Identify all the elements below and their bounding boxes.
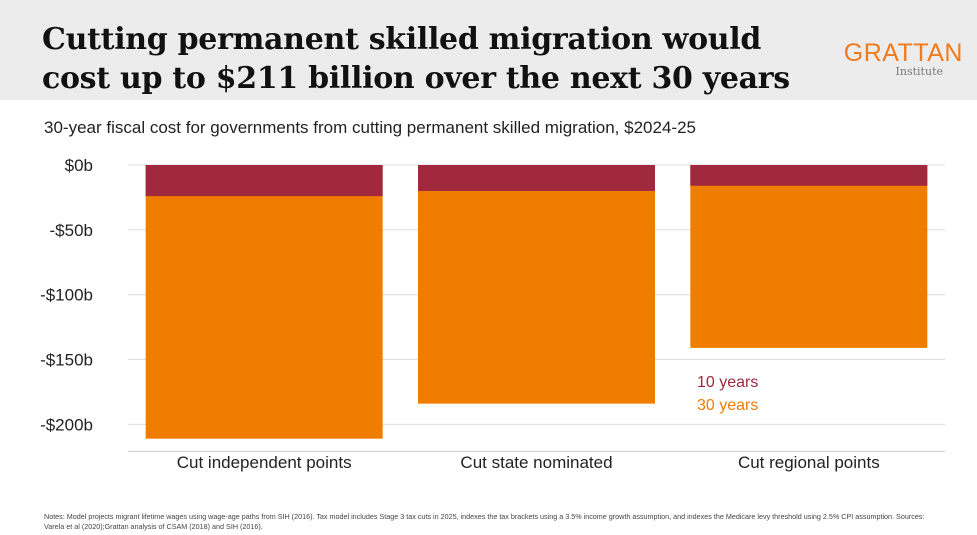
- legend-label: 30 years: [697, 397, 758, 414]
- bar-10-years: [690, 165, 928, 186]
- chart-subtitle: 30-year fiscal cost for governments from…: [44, 118, 696, 137]
- y-tick-label: $0b: [65, 156, 93, 175]
- logo-subtext: Institute: [895, 65, 943, 78]
- bar-30-years: [145, 165, 383, 439]
- header-band: Cutting permanent skilled migration woul…: [0, 0, 977, 100]
- chart: $0b -$50b -$100b -$150b -$200b Cut independen…: [40, 156, 945, 472]
- x-tick-label: Cut state nominated: [460, 453, 612, 472]
- bar-10-years: [418, 165, 655, 191]
- bar-10-years: [145, 165, 383, 197]
- bar-30-years: [418, 165, 655, 404]
- logo-wordmark: GRATTAN: [843, 39, 963, 67]
- legend-label: 10 years: [697, 374, 758, 391]
- grattan-logo: GRATTAN Institute: [833, 40, 963, 78]
- chart-notes: Notes: Model projects migrant lifetime w…: [44, 512, 925, 531]
- y-tick-label: -$100b: [40, 286, 93, 305]
- page-title: Cutting permanent skilled migration woul…: [42, 22, 790, 96]
- y-tick-label: -$50b: [50, 221, 93, 240]
- bar-30-years: [690, 165, 928, 348]
- y-tick-label: -$150b: [40, 351, 93, 370]
- x-tick-label: Cut independent points: [177, 453, 352, 472]
- y-tick-label: -$200b: [40, 415, 93, 434]
- x-tick-label: Cut regional points: [738, 453, 880, 472]
